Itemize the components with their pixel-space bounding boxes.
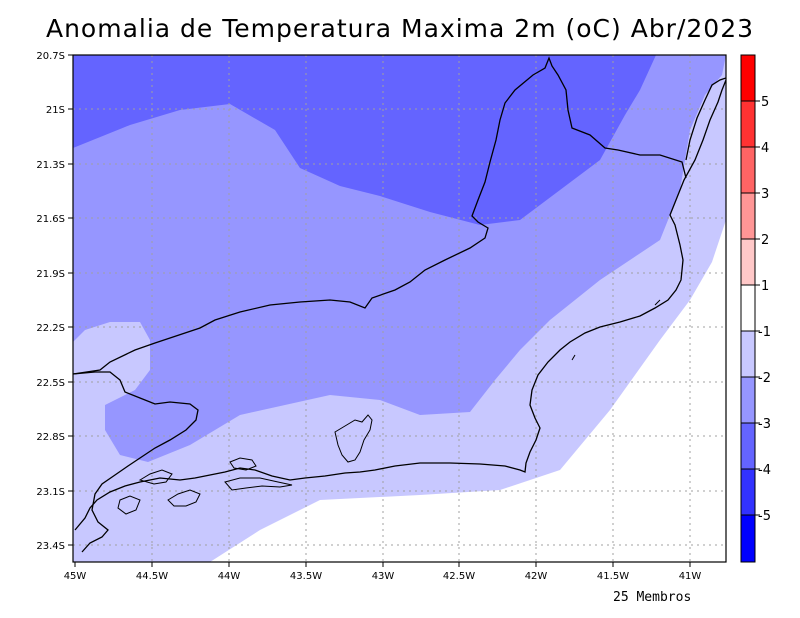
plot-frame [72, 54, 727, 563]
colorbar-swatch [741, 423, 755, 469]
lon-label: 45W [64, 571, 87, 582]
colorbar-swatch [741, 377, 755, 423]
state-borders [73, 56, 726, 553]
lat-label: 21.3S [36, 160, 65, 171]
lat-label: 22.5S [36, 378, 65, 389]
colorbar-label: 5 [761, 95, 769, 110]
lon-labels: 45W 44.5W 44W 43.5W 43W 42.5W 42W 41.5W … [64, 571, 702, 582]
lon-ticks [74, 562, 691, 567]
lon-label: 41W [679, 571, 702, 582]
lat-label: 21S [46, 105, 65, 116]
lon-label: 43.5W [290, 571, 322, 582]
map-title: Anomalia de Temperatura Maxima 2m (oC) A… [45, 14, 755, 43]
band-minus4 [73, 55, 656, 225]
colorbar-label: 1 [761, 279, 769, 294]
colorbar-label: -3 [758, 417, 771, 432]
lat-label: 21.9S [36, 269, 65, 280]
lat-label: 20.7S [36, 51, 65, 62]
colorbar-label: -2 [758, 371, 771, 386]
anomaly-field [73, 55, 726, 562]
colorbar-label: -4 [758, 463, 771, 478]
lat-label: 22.8S [36, 432, 65, 443]
lat-labels: 20.7S 21S 21.3S 21.6S 21.9S 22.2S 22.5S … [36, 51, 65, 552]
colorbar-swatch [741, 331, 755, 377]
colorbar-label: 2 [761, 233, 769, 248]
lon-label: 43W [372, 571, 395, 582]
lat-label: 21.6S [36, 214, 65, 225]
lat-label: 23.1S [36, 487, 65, 498]
lon-label: 42.5W [443, 571, 475, 582]
lat-ticks [68, 54, 73, 546]
lon-label: 44.5W [136, 571, 168, 582]
lon-label: 42W [525, 571, 548, 582]
border-sp-rj [73, 371, 199, 553]
colorbar-swatch [741, 515, 755, 562]
border-rj-mg [73, 56, 687, 375]
lat-label: 22.2S [36, 323, 65, 334]
coastline [74, 79, 726, 531]
lat-label: 23.4S [36, 541, 65, 552]
bays-islands [117, 299, 661, 515]
grid [73, 55, 726, 562]
lon-label: 41.5W [597, 571, 629, 582]
colorbar-swatch [741, 239, 755, 285]
colorbar-swatch [741, 101, 755, 147]
lon-label: 44W [218, 571, 241, 582]
colorbar-swatch [741, 55, 755, 101]
border-rj-es [685, 77, 726, 161]
colorbar: 5 4 3 2 1 -1 -2 -3 -4 -5 [740, 54, 771, 563]
colorbar-label: -5 [758, 509, 771, 524]
colorbar-label: -1 [758, 325, 771, 340]
colorbar-swatch [741, 469, 755, 515]
colorbar-label: 4 [761, 141, 769, 156]
colorbar-swatch [741, 193, 755, 239]
colorbar-label: 3 [761, 187, 769, 202]
colorbar-swatch [741, 147, 755, 193]
ensemble-footer: 25 Membros [613, 590, 692, 605]
colorbar-swatch [741, 285, 755, 331]
